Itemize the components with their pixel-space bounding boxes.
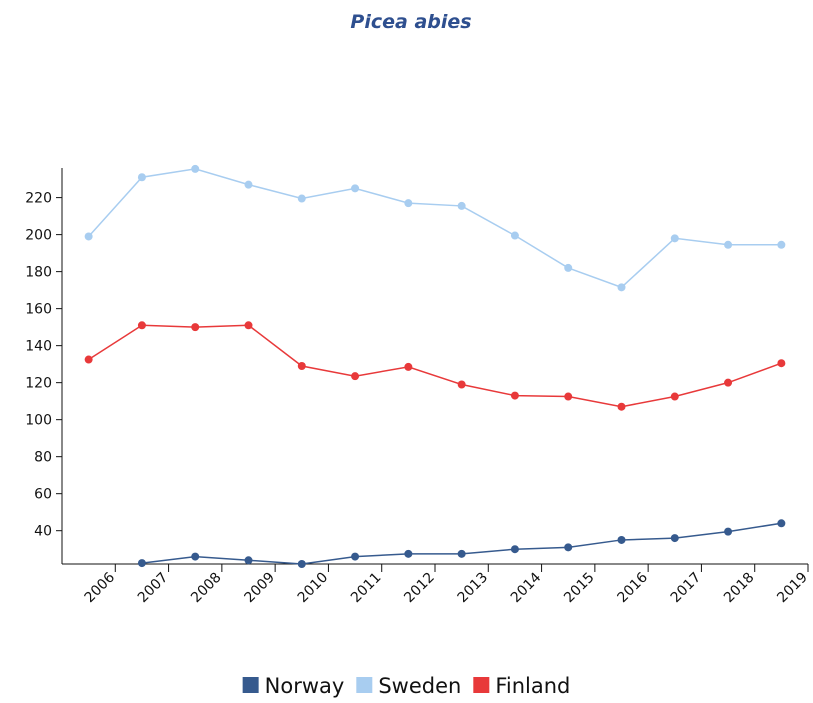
legend-swatch: [356, 677, 373, 693]
data-point: [670, 534, 679, 543]
y-tick-label: 40: [34, 524, 52, 540]
data-point: [404, 549, 413, 558]
data-point: [191, 323, 200, 332]
x-tick-label: 2019: [774, 570, 811, 607]
y-tick-label: 120: [25, 376, 52, 392]
data-point: [670, 392, 679, 401]
data-point: [510, 391, 519, 400]
legend-label: Sweden: [378, 674, 461, 698]
x-tick-label: 2007: [135, 570, 172, 607]
data-point: [297, 560, 306, 568]
data-point: [84, 232, 93, 241]
legend-swatch: [242, 677, 259, 693]
y-tick-label: 80: [34, 450, 52, 466]
data-point: [297, 194, 306, 203]
x-tick-label: 2009: [241, 570, 278, 607]
data-point: [724, 527, 733, 536]
legend-label: Norway: [265, 674, 345, 698]
data-point: [564, 263, 573, 272]
data-point: [244, 321, 253, 330]
data-point: [457, 201, 466, 210]
data-point: [617, 283, 626, 292]
data-point: [351, 372, 360, 381]
y-tick-label: 180: [25, 265, 52, 281]
x-tick-label: 2012: [401, 570, 438, 607]
series-line: [88, 168, 782, 289]
x-tick-label: 2010: [295, 570, 332, 607]
x-tick-label: 2013: [455, 570, 492, 607]
data-point: [564, 543, 573, 552]
data-point: [617, 535, 626, 544]
x-tick-label: 2017: [668, 570, 705, 607]
data-point: [457, 380, 466, 389]
x-tick-label: 2008: [188, 570, 225, 607]
x-tick-label: 2015: [561, 570, 598, 607]
data-point: [777, 240, 786, 249]
data-point: [510, 545, 519, 554]
legend-swatch: [473, 677, 490, 693]
series-line: [141, 522, 782, 565]
data-point: [351, 552, 360, 561]
x-tick-label: 2011: [348, 570, 385, 607]
data-point: [297, 362, 306, 370]
data-point: [137, 321, 146, 330]
series-line: [88, 324, 782, 408]
data-point: [404, 362, 413, 371]
data-point: [404, 199, 413, 208]
x-tick-label: 2016: [614, 569, 651, 606]
data-point: [137, 173, 146, 182]
data-point: [457, 549, 466, 558]
data-point: [351, 184, 360, 193]
data-point: [670, 234, 679, 243]
data-point: [244, 180, 253, 189]
data-point: [564, 392, 573, 401]
data-point: [84, 355, 93, 364]
data-point: [510, 231, 519, 240]
y-tick-label: 200: [25, 228, 52, 244]
data-point: [724, 378, 733, 387]
data-point: [191, 552, 200, 561]
y-tick-label: 160: [25, 302, 52, 318]
y-tick-label: 220: [25, 191, 52, 207]
data-point: [777, 519, 786, 528]
legend-label: Finland: [495, 674, 570, 698]
data-point: [617, 402, 626, 411]
data-point: [191, 164, 200, 173]
y-tick-label: 100: [25, 413, 52, 429]
y-tick-label: 60: [34, 487, 52, 503]
x-tick-label: 2014: [508, 569, 545, 606]
x-tick-label: 2006: [82, 569, 119, 606]
data-point: [244, 556, 253, 565]
chart-title: Picea abies: [350, 11, 471, 33]
legend: Norway Sweden Finland: [242, 674, 570, 698]
x-tick-label: 2018: [721, 570, 758, 607]
y-tick-label: 140: [25, 339, 52, 355]
data-point: [777, 359, 786, 368]
data-point: [724, 240, 733, 249]
data-point: [137, 559, 146, 568]
